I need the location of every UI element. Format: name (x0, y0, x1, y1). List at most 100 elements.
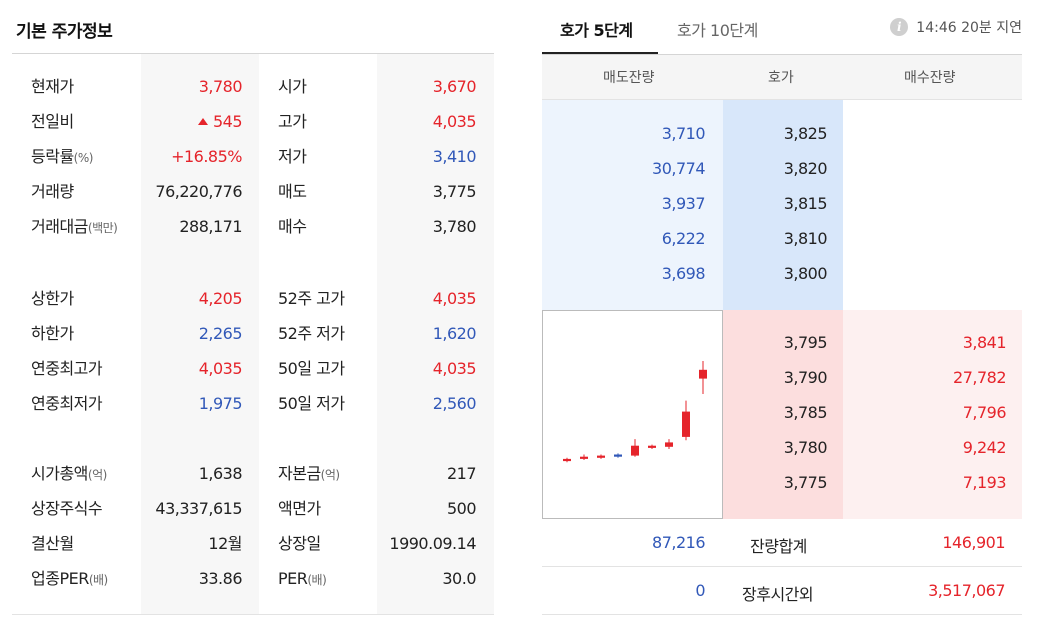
info-row: 연중최저가 1,975 50일 저가 2,560 (12, 386, 494, 421)
candle-body (580, 456, 588, 459)
ask-qty[interactable]: 3,698 (661, 264, 706, 283)
info-label: 시가총액(억) (31, 464, 107, 483)
candle (648, 444, 656, 449)
ask-qty[interactable]: 3,710 (661, 124, 706, 143)
info-value: 4,035 (432, 359, 477, 378)
info-label: 매수 (278, 217, 307, 236)
info-value: +16.85% (171, 147, 242, 166)
candle (614, 453, 622, 458)
bid-qty[interactable]: 9,242 (962, 438, 1007, 457)
info-value: 43,337,615 (155, 499, 242, 518)
info-value: 500 (446, 499, 477, 518)
info-label: 시가 (278, 77, 307, 96)
info-row: 결산월 12월 상장일 1990.09.14 (12, 526, 494, 561)
header-ask-qty: 매도잔량 (603, 70, 655, 86)
ask-price[interactable]: 3,825 (783, 124, 828, 143)
ask-qty[interactable]: 30,774 (652, 159, 705, 178)
info-row: 거래량 76,220,776 매도 3,775 (12, 174, 494, 209)
mini-chart-svg (563, 361, 707, 463)
info-value: 3,775 (432, 182, 477, 201)
candle (563, 457, 571, 463)
column-bg (377, 439, 494, 614)
after-ask-qty: 0 (695, 581, 705, 600)
total-bid-qty: 146,901 (942, 533, 1005, 552)
header-price: 호가 (768, 70, 794, 86)
bid-price[interactable]: 3,780 (783, 438, 828, 457)
bid-qty[interactable]: 7,796 (962, 403, 1007, 422)
ask-price[interactable]: 3,815 (783, 194, 828, 213)
info-label: 50일 저가 (278, 394, 345, 413)
tab-10-levels[interactable]: 호가 10단계 (677, 21, 758, 40)
candle-body (682, 411, 690, 437)
delay-info: i 14:46 20분 지연 (890, 17, 1022, 37)
info-value: 1,620 (432, 324, 477, 343)
column-bg (141, 439, 259, 614)
info-row: 전일비 545 고가 4,035 (12, 104, 494, 139)
candle (665, 439, 673, 449)
bid-price-area (723, 310, 843, 519)
info-value: 217 (446, 464, 477, 483)
info-row: 거래대금(백만) 288,171 매수 3,780 (12, 209, 494, 244)
info-label: 저가 (278, 147, 307, 166)
info-value: 76,220,776 (155, 182, 242, 201)
info-label: 상한가 (31, 289, 74, 308)
info-row: 등락률(%) +16.85% 저가 3,410 (12, 139, 494, 174)
info-row: 하한가 2,265 52주 저가 1,620 (12, 316, 494, 351)
ask-qty[interactable]: 3,937 (661, 194, 706, 213)
candle-body (665, 442, 673, 447)
info-row: 업종PER(배) 33.86 PER(배) 30.0 (12, 561, 494, 596)
bid-qty[interactable]: 7,193 (962, 473, 1007, 492)
info-label: 50일 고가 (278, 359, 345, 378)
info-value: 288,171 (179, 217, 242, 236)
tab-5-levels[interactable]: 호가 5단계 (560, 21, 633, 40)
after-bid-qty: 3,517,067 (928, 581, 1005, 600)
column-bg (377, 54, 494, 264)
info-value: 1,638 (198, 464, 243, 483)
info-group: 현재가 3,780 시가 3,670 전일비 545 고가 4,035 등락률(%) +16.85… (12, 54, 494, 265)
info-value: 4,205 (198, 289, 243, 308)
info-label: 매도 (278, 182, 307, 201)
candle (631, 439, 639, 457)
info-value: 3,670 (432, 77, 477, 96)
column-bg (259, 264, 377, 439)
info-label: 등락률(%) (31, 147, 93, 166)
column-bg (12, 264, 141, 439)
info-row: 상장주식수 43,337,615 액면가 500 (12, 491, 494, 526)
bid-price[interactable]: 3,775 (783, 473, 828, 492)
ask-qty[interactable]: 6,222 (661, 229, 706, 248)
info-label: 전일비 (31, 112, 74, 131)
info-label: 상장주식수 (31, 499, 103, 518)
info-value: 2,560 (432, 394, 477, 413)
bid-qty[interactable]: 3,841 (962, 333, 1007, 352)
info-label: 52주 고가 (278, 289, 345, 308)
info-label: 결산월 (31, 534, 74, 553)
info-value: 1990.09.14 (389, 534, 476, 553)
info-value: 3,780 (198, 77, 243, 96)
orderbook-header: 매도잔량 호가 매수잔량 (542, 55, 1022, 100)
info-value: 545 (197, 104, 243, 139)
delay-time: 14:46 (916, 20, 957, 36)
bid-qty[interactable]: 27,782 (953, 368, 1006, 387)
orderbook-tabs: 호가 5단계 호가 10단계 i 14:46 20분 지연 (542, 0, 1022, 55)
bid-price[interactable]: 3,785 (783, 403, 828, 422)
info-label: 고가 (278, 112, 307, 131)
info-group: 상한가 4,205 52주 고가 4,035 하한가 2,265 52주 저가 1,620 연중… (12, 264, 494, 440)
candle-body (597, 455, 605, 458)
info-label: 업종PER(배) (31, 569, 108, 588)
info-icon[interactable]: i (890, 18, 909, 36)
info-value: 3,780 (432, 217, 477, 236)
delay-text: 20분 지연 (961, 20, 1022, 36)
info-label: 액면가 (278, 499, 321, 518)
column-bg (259, 439, 377, 614)
bid-price[interactable]: 3,790 (783, 368, 828, 387)
ask-price[interactable]: 3,800 (783, 264, 828, 283)
bid-price[interactable]: 3,795 (783, 333, 828, 352)
info-label: 거래량 (31, 182, 74, 201)
candle (682, 400, 690, 441)
info-label: 자본금(억) (278, 464, 340, 483)
column-bg (12, 439, 141, 614)
info-value: 33.86 (198, 569, 243, 588)
ask-price[interactable]: 3,820 (783, 159, 828, 178)
info-group: 시가총액(억) 1,638 자본금(억) 217 상장주식수 43,337,615 액면가 5… (12, 439, 494, 615)
ask-price[interactable]: 3,810 (783, 229, 828, 248)
